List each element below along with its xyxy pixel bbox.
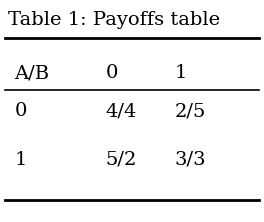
Text: Table 1: Payoffs table: Table 1: Payoffs table — [8, 11, 220, 29]
Text: 2/5: 2/5 — [174, 102, 206, 120]
Text: 3/3: 3/3 — [174, 151, 206, 169]
Text: A/B: A/B — [15, 64, 50, 82]
Text: 0: 0 — [106, 64, 118, 82]
Text: 4/4: 4/4 — [106, 102, 137, 120]
Text: 1: 1 — [15, 151, 27, 169]
Text: 0: 0 — [15, 102, 27, 120]
Text: 1: 1 — [174, 64, 187, 82]
Text: 5/2: 5/2 — [106, 151, 137, 169]
